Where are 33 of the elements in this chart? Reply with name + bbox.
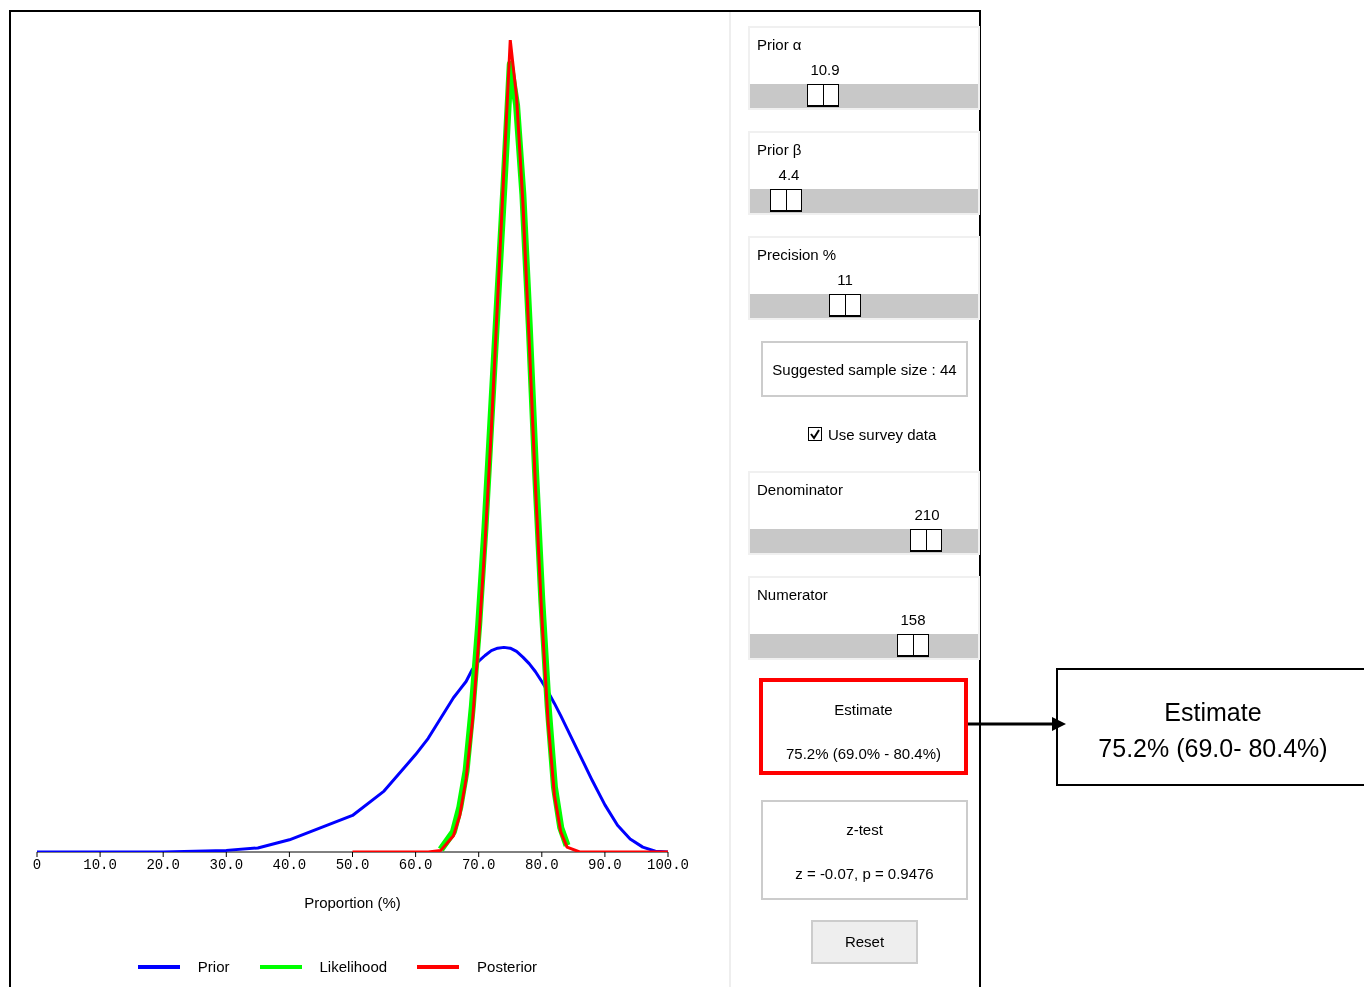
x-axis-title: Proportion (%) <box>304 893 401 911</box>
text: 210 <box>913 506 941 524</box>
text: 10.9 <box>809 61 841 79</box>
text: z = -0.07, p = 0.9476 <box>794 865 935 883</box>
x-tick-label: 10.0 <box>83 856 117 873</box>
text: 4.4 <box>777 166 801 184</box>
x-tick-label: 70.0 <box>461 856 496 873</box>
text: Prior α <box>757 36 803 54</box>
x-tick-label: 90.0 <box>588 856 622 873</box>
legend-label: Prior <box>197 958 230 975</box>
legend-label: Posterior <box>477 958 538 975</box>
text: 11 <box>836 271 854 289</box>
x-tick-label: 100.0 <box>646 856 690 873</box>
text: Suggested sample size : 44 <box>771 361 958 379</box>
text: Prior β <box>757 141 803 159</box>
text: 158 <box>899 611 927 629</box>
text: Estimate <box>833 701 894 719</box>
x-tick-label: 30.0 <box>209 856 244 873</box>
x-tick-label: 50.0 <box>335 856 370 873</box>
text: Denominator <box>757 481 844 499</box>
x-tick-label: 20.0 <box>146 856 180 873</box>
x-tick-label: 0 <box>32 856 42 873</box>
text: 75.2% (69.0% - 80.4%) <box>784 745 943 763</box>
legend-label: Likelihood <box>319 958 388 975</box>
text: Precision % <box>757 246 838 264</box>
text: Use survey data <box>828 426 938 444</box>
x-tick-label: 40.0 <box>272 856 307 873</box>
text: z-test <box>845 821 884 839</box>
text: Reset <box>843 933 886 951</box>
text: Estimate 75.2% (69.0- 80.4%) <box>1097 697 1329 764</box>
x-tick-label: 80.0 <box>525 856 559 873</box>
text: Numerator <box>757 586 829 604</box>
x-tick-label: 60.0 <box>398 856 433 873</box>
